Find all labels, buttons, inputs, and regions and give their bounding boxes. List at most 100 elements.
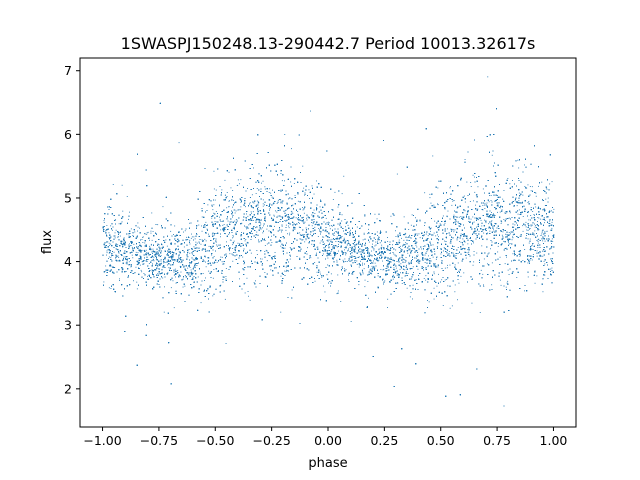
data-point bbox=[337, 206, 339, 208]
data-point bbox=[392, 278, 394, 280]
data-point bbox=[482, 273, 484, 275]
data-point bbox=[404, 247, 406, 248]
data-point bbox=[213, 212, 215, 214]
data-point bbox=[346, 244, 348, 246]
data-point bbox=[519, 235, 521, 237]
data-point bbox=[482, 209, 484, 211]
data-point bbox=[138, 246, 140, 248]
data-point bbox=[437, 187, 439, 189]
data-point bbox=[470, 186, 472, 187]
data-point bbox=[118, 223, 120, 225]
data-point bbox=[499, 279, 501, 281]
data-point bbox=[320, 240, 322, 242]
data-point bbox=[542, 255, 544, 257]
data-point bbox=[280, 241, 282, 243]
data-point bbox=[256, 231, 258, 233]
data-point bbox=[324, 291, 326, 293]
data-point bbox=[387, 307, 388, 308]
data-point bbox=[240, 179, 242, 181]
data-point bbox=[549, 224, 551, 226]
data-point bbox=[447, 210, 449, 212]
data-point bbox=[550, 268, 552, 270]
data-point bbox=[256, 200, 258, 202]
data-point bbox=[270, 225, 272, 226]
data-point bbox=[299, 232, 301, 234]
data-point bbox=[544, 222, 545, 224]
data-point bbox=[224, 233, 226, 235]
data-point bbox=[544, 240, 546, 242]
data-point bbox=[190, 237, 192, 239]
data-point bbox=[251, 212, 252, 214]
data-point bbox=[180, 262, 182, 264]
data-point bbox=[139, 243, 141, 245]
data-point bbox=[130, 270, 132, 272]
data-point bbox=[375, 241, 377, 243]
data-point bbox=[131, 254, 133, 256]
data-point bbox=[489, 216, 491, 218]
data-point bbox=[446, 279, 448, 280]
data-point bbox=[415, 235, 417, 236]
data-point bbox=[295, 217, 297, 219]
data-point bbox=[186, 272, 188, 274]
data-point bbox=[551, 238, 553, 240]
data-point bbox=[212, 277, 214, 279]
data-point bbox=[381, 244, 383, 246]
data-point bbox=[553, 208, 555, 210]
data-point bbox=[491, 154, 493, 156]
data-point bbox=[363, 256, 365, 258]
data-point bbox=[250, 231, 251, 233]
data-point bbox=[102, 229, 104, 231]
data-point bbox=[550, 258, 551, 260]
data-point bbox=[426, 249, 427, 250]
data-point bbox=[356, 260, 358, 262]
data-point bbox=[337, 290, 339, 292]
data-point bbox=[497, 195, 498, 196]
data-point bbox=[382, 260, 383, 262]
data-point bbox=[407, 273, 409, 274]
data-point bbox=[479, 312, 481, 313]
data-point bbox=[303, 223, 305, 224]
data-point bbox=[485, 222, 487, 224]
data-point bbox=[157, 263, 158, 265]
data-point bbox=[115, 229, 117, 231]
data-point bbox=[500, 223, 502, 224]
data-point bbox=[225, 343, 227, 344]
data-point bbox=[165, 239, 167, 241]
data-point bbox=[345, 226, 346, 228]
data-point bbox=[481, 245, 483, 247]
data-point bbox=[338, 243, 339, 245]
data-point bbox=[427, 265, 429, 267]
data-point bbox=[298, 222, 299, 223]
data-point bbox=[512, 253, 514, 255]
data-point bbox=[134, 231, 136, 233]
data-point bbox=[103, 281, 105, 283]
data-point bbox=[304, 221, 306, 223]
data-point bbox=[531, 259, 533, 261]
data-point bbox=[284, 220, 286, 221]
data-point bbox=[448, 251, 450, 252]
data-point bbox=[133, 280, 134, 282]
data-point bbox=[350, 260, 352, 262]
data-point bbox=[367, 255, 369, 257]
data-point bbox=[174, 225, 176, 227]
data-point bbox=[299, 234, 301, 236]
data-point bbox=[268, 192, 270, 193]
data-point bbox=[117, 244, 119, 246]
data-point bbox=[155, 251, 157, 253]
data-point bbox=[281, 231, 282, 233]
data-point bbox=[271, 219, 273, 221]
data-point bbox=[314, 224, 316, 226]
data-point bbox=[532, 254, 534, 255]
data-point bbox=[261, 182, 262, 184]
data-point bbox=[242, 219, 244, 221]
data-point bbox=[189, 222, 191, 224]
data-point bbox=[408, 248, 410, 250]
data-point bbox=[436, 285, 438, 287]
data-point bbox=[213, 188, 215, 190]
data-point bbox=[425, 279, 427, 281]
data-point bbox=[248, 224, 250, 226]
data-point bbox=[221, 189, 223, 191]
data-point bbox=[430, 227, 432, 229]
data-point bbox=[211, 217, 213, 219]
